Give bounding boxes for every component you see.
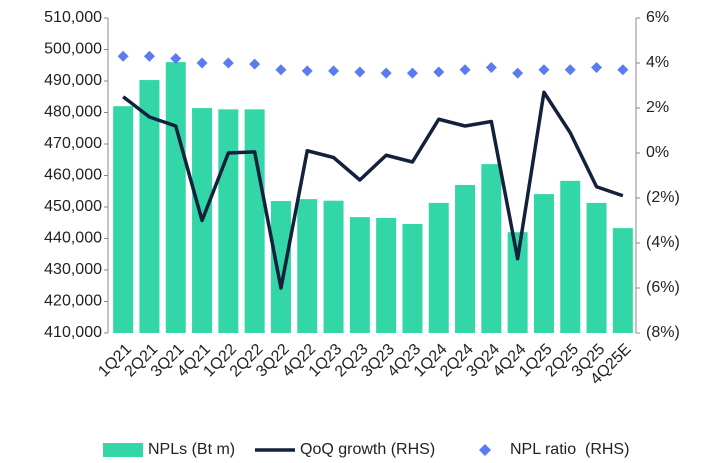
- diamond-marker: [275, 64, 287, 76]
- y-tick-label: 450,000: [44, 198, 102, 215]
- bar: [139, 80, 160, 334]
- bar: [402, 224, 423, 333]
- diamond-marker: [406, 67, 418, 79]
- y2-tick-label: 4%: [646, 54, 669, 71]
- diamond-marker: [301, 65, 313, 77]
- y-tick-label: 500,000: [44, 41, 102, 58]
- bar: [218, 109, 239, 333]
- diamond-marker: [591, 62, 603, 73]
- diamond-marker: [485, 62, 497, 73]
- bar: [165, 62, 186, 333]
- bar: [270, 201, 291, 333]
- y-tick-label: 430,000: [44, 261, 102, 278]
- diamond-marker: [617, 64, 629, 76]
- legend-label: NPLs (Bt m): [148, 441, 235, 458]
- bar: [507, 232, 528, 333]
- diamond-marker: [328, 65, 340, 77]
- diamond-marker: [538, 64, 550, 76]
- diamond-marker: [222, 57, 234, 69]
- bar: [323, 200, 344, 333]
- legend-swatch: [479, 444, 491, 456]
- diamond-marker: [117, 50, 129, 62]
- y-tick-label: 440,000: [44, 230, 102, 247]
- y2-tick-label: (4%): [646, 234, 680, 251]
- y2-tick-label: (8%): [646, 324, 680, 341]
- bar: [455, 184, 476, 333]
- bar: [428, 202, 449, 333]
- legend-label: NPL ratio (RHS): [510, 441, 629, 458]
- diamond-marker: [170, 53, 182, 64]
- y2-tick-label: 6%: [646, 9, 669, 26]
- bar: [376, 218, 397, 333]
- diamond-marker: [459, 64, 471, 76]
- bar: [533, 194, 554, 333]
- bar: [586, 202, 607, 333]
- y2-tick-label: 2%: [646, 99, 669, 116]
- diamond-marker: [564, 64, 576, 76]
- y-tick-label: 480,000: [44, 104, 102, 121]
- diamond-marker: [143, 50, 155, 62]
- line: [122, 90, 624, 290]
- legend-label: QoQ growth (RHS): [300, 441, 435, 458]
- y-tick-label: 490,000: [44, 72, 102, 89]
- diamond-marker: [380, 67, 392, 79]
- bar: [349, 217, 370, 333]
- y2-tick-label: (2%): [646, 189, 680, 206]
- bar: [560, 180, 581, 333]
- y-tick-label: 420,000: [44, 293, 102, 310]
- diamond-marker: [354, 66, 366, 78]
- diamond-marker: [196, 57, 208, 69]
- y-tick-label: 460,000: [44, 167, 102, 184]
- y2-tick-label: (6%): [646, 279, 680, 296]
- diamond-marker: [512, 67, 524, 79]
- bar: [244, 109, 265, 333]
- y-tick-label: 410,000: [44, 324, 102, 341]
- legend-swatch: [103, 443, 143, 457]
- diamond-marker: [249, 58, 261, 70]
- bar: [297, 199, 318, 333]
- y-tick-label: 470,000: [44, 135, 102, 152]
- diamond-marker: [433, 66, 445, 78]
- bar: [113, 106, 134, 333]
- y-tick-label: 510,000: [44, 9, 102, 26]
- bar: [481, 164, 502, 333]
- bar: [612, 228, 633, 333]
- y2-tick-label: 0%: [646, 144, 669, 161]
